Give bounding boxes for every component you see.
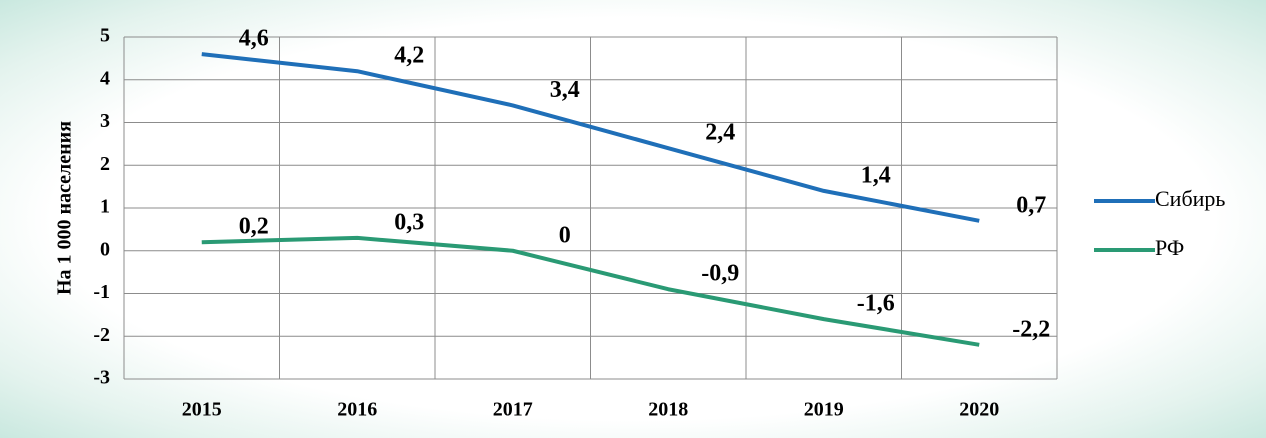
data-label: 0,2: [239, 214, 269, 240]
data-label: 0,7: [1016, 192, 1046, 218]
y-tick-label: -1: [93, 281, 110, 303]
legend-label: Сибирь: [1155, 186, 1225, 211]
series-line: [201, 52, 980, 223]
data-label: 1,4: [861, 162, 891, 188]
data-label: -1,6: [857, 291, 895, 317]
y-tick-label: 0: [100, 238, 110, 260]
x-tick-label: 2017: [493, 399, 533, 421]
y-tick-label: -3: [93, 367, 110, 389]
x-tick-label: 2018: [648, 399, 688, 421]
data-label: 4,6: [239, 26, 269, 52]
data-label: 3,4: [550, 77, 580, 103]
y-axis-label: На 1 000 населения: [54, 121, 76, 295]
y-tick-label: 4: [100, 67, 110, 89]
data-label: 0,3: [394, 209, 424, 235]
data-label: 2,4: [705, 120, 735, 146]
data-label: 0: [559, 222, 571, 248]
y-tick-label: 3: [100, 110, 110, 132]
y-tick-label: 5: [100, 25, 110, 47]
y-tick-label: 1: [100, 196, 110, 218]
series-line: [201, 235, 980, 347]
x-tick-label: 2020: [959, 399, 999, 421]
y-tick-label: 2: [100, 153, 110, 175]
legend-label: РФ: [1155, 235, 1184, 260]
data-label: 4,2: [394, 43, 424, 69]
x-tick-label: 2016: [337, 399, 377, 421]
y-tick-label: -2: [93, 324, 110, 346]
x-tick-label: 2015: [182, 399, 222, 421]
data-label: -2,2: [1012, 316, 1050, 342]
data-label: -0,9: [701, 261, 739, 287]
x-tick-label: 2019: [804, 399, 844, 421]
